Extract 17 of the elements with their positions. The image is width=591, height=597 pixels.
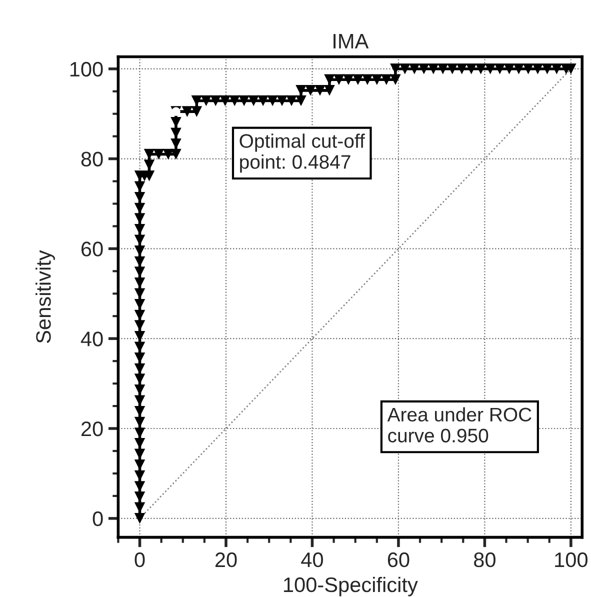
y-tick-label: 20 (81, 422, 103, 436)
y-axis-title: Sensitivity (36, 250, 55, 343)
chart-title: IMA (334, 34, 369, 48)
annotation: Optimal cut-off point: 0.4847 (240, 134, 365, 173)
x-tick-label: 60 (388, 552, 410, 568)
x-tick-label: 20 (215, 552, 237, 568)
y-tick-label: 80 (81, 152, 103, 167)
annotation: Area under ROC curve 0.950 (387, 407, 532, 442)
y-tick-label: 100 (70, 62, 103, 77)
y-tick-label: 60 (82, 242, 103, 256)
y-tick-label: 0 (92, 511, 103, 526)
y-tick-label: 40 (80, 332, 103, 346)
x-tick-label: 0 (134, 552, 145, 568)
x-axis-title: 100-Specificity (284, 576, 418, 596)
x-tick-label: 100 (555, 552, 588, 568)
x-tick-label: 80 (474, 552, 496, 568)
x-tick-label: 40 (301, 552, 323, 568)
